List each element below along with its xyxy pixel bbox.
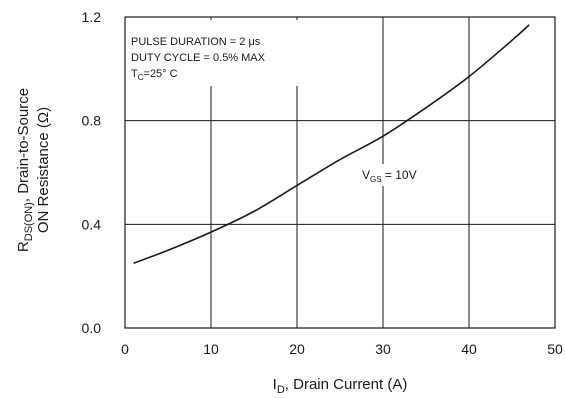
y-tick-label: 0.0 [82,320,102,336]
y-tick-label: 0.4 [82,216,102,232]
y-axis-title-line-1-suffix: , Drain-to-Source [15,88,32,202]
annotation-line-2: DUTY CYCLE = 0.5% MAX [131,52,266,64]
y-axis-title-line-1-prefix: R [15,241,32,252]
series-group [133,24,530,264]
x-tick-labels: 0 10 20 30 40 50 [121,341,563,357]
curve-label-prefix: V [362,168,370,182]
annotation-box [127,20,317,86]
curve-label-sub: GS [370,175,382,184]
y-axis-title-line-1: RDS(ON), Drain-to-Source [15,88,35,252]
y-axis-title-line-1-sub: DS(ON) [23,202,35,241]
annotation-line-3-suffix: =25° C [144,68,178,80]
x-tick-label: 10 [203,341,219,357]
x-tick-label: 20 [289,341,305,357]
x-tick-label: 40 [461,341,477,357]
y-tick-label: 1.2 [82,9,102,25]
x-tick-label: 50 [547,341,563,357]
x-axis-title-suffix: , Drain Current (A) [285,376,408,393]
x-axis-title: ID, Drain Current (A) [273,376,408,396]
curve-label-bg [358,164,438,186]
y-axis-title: RDS(ON), Drain-to-Source ON Resistance (… [15,88,52,252]
y-axis-title-line-2: ON Resistance (Ω) [35,107,52,233]
annotation-line-1: PULSE DURATION = 2 μs [131,36,261,48]
series-line-vgs-10v [133,24,530,264]
curve-label: VGS = 10V [362,168,417,184]
y-tick-label: 0.8 [82,113,102,129]
x-tick-label: 30 [375,341,391,357]
annotation-line-3-sub: C [138,73,144,82]
x-axis-title-prefix: I [273,376,277,393]
curve-label-suffix: = 10V [382,168,417,182]
annotation-line-3-prefix: T [131,68,138,80]
plot-frame [124,16,556,329]
annotation-line-3: TC=25° C [131,68,178,82]
x-axis-title-sub: D [277,384,285,396]
y-tick-labels: 0.0 0.4 0.8 1.2 [82,9,102,336]
x-tick-label: 0 [121,341,129,357]
